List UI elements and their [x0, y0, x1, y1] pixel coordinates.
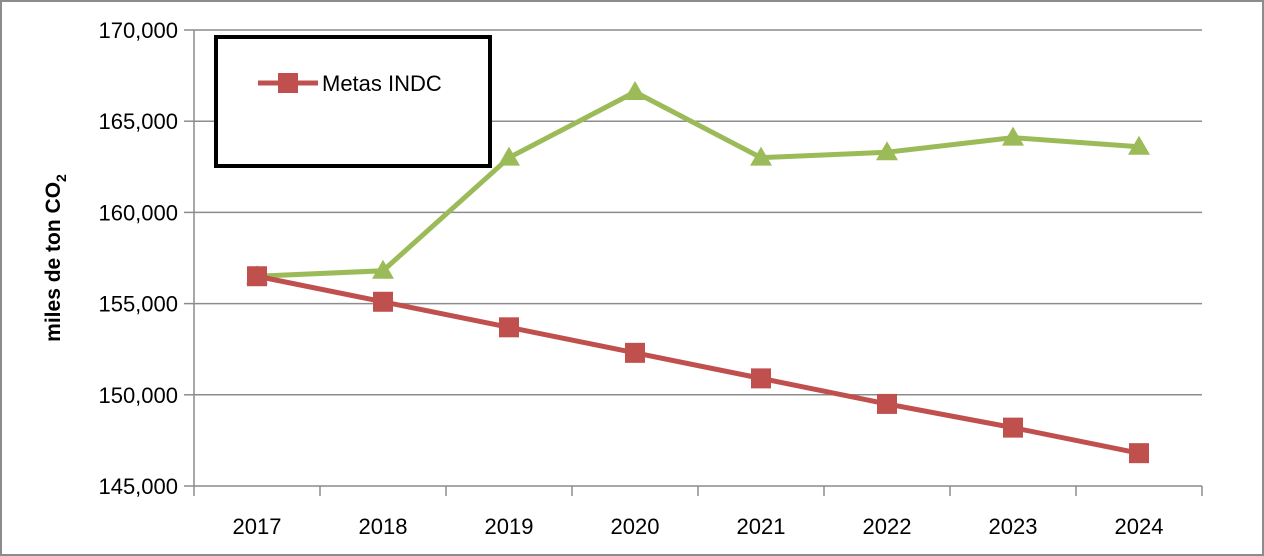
- series-layer: [246, 81, 1150, 464]
- x-tick-label: 2024: [1115, 514, 1164, 539]
- y-tick-label: 150,000: [98, 383, 178, 408]
- y-tick-label: 170,000: [98, 18, 178, 43]
- legend-marker-square: [278, 73, 298, 93]
- data-point-metas-indc: [499, 317, 519, 338]
- data-point-series-2: [372, 259, 394, 279]
- data-point-series-2: [750, 146, 772, 166]
- series-line-metas-indc: [254, 273, 1142, 456]
- data-point-metas-indc: [877, 393, 897, 414]
- data-point-series-2: [498, 146, 520, 166]
- y-tick-label: 160,000: [98, 200, 178, 225]
- legend-box: [214, 35, 492, 168]
- x-tick-label: 2017: [233, 514, 282, 539]
- legend: Metas INDC: [214, 35, 492, 168]
- y-axis-title-main: miles de ton CO: [42, 182, 65, 342]
- labels-layer: 145,000 150,000 155,000 160,000 165,000 170,0…: [98, 18, 1163, 539]
- data-point-series-2: [876, 141, 898, 161]
- data-point-metas-indc: [247, 266, 267, 287]
- y-tick-label: 155,000: [98, 292, 178, 317]
- x-tick-label: 2018: [359, 514, 408, 539]
- axes-layer: [184, 29, 1203, 496]
- data-point-metas-indc: [1129, 443, 1149, 464]
- legend-label-metas-indc: Metas INDC: [322, 71, 442, 96]
- x-tick-label: 2021: [737, 514, 786, 539]
- data-point-metas-indc: [751, 368, 771, 389]
- data-point-series-2: [1128, 135, 1150, 155]
- x-tick-label: 2020: [611, 514, 660, 539]
- y-axis-title-subscript: 2: [53, 174, 69, 182]
- data-point-series-2: [624, 81, 646, 101]
- x-tick-label: 2019: [485, 514, 534, 539]
- y-tick-label: 165,000: [98, 109, 178, 134]
- data-point-metas-indc: [373, 291, 393, 312]
- y-axis-title: miles de ton CO2: [42, 174, 69, 342]
- data-point-series-2: [1002, 126, 1024, 146]
- series-line-series-2: [254, 89, 1142, 279]
- data-point-metas-indc: [1003, 417, 1023, 438]
- x-tick-label: 2023: [989, 514, 1038, 539]
- y-tick-label: 145,000: [98, 474, 178, 499]
- x-tick-label: 2022: [863, 514, 912, 539]
- data-point-metas-indc: [625, 342, 645, 363]
